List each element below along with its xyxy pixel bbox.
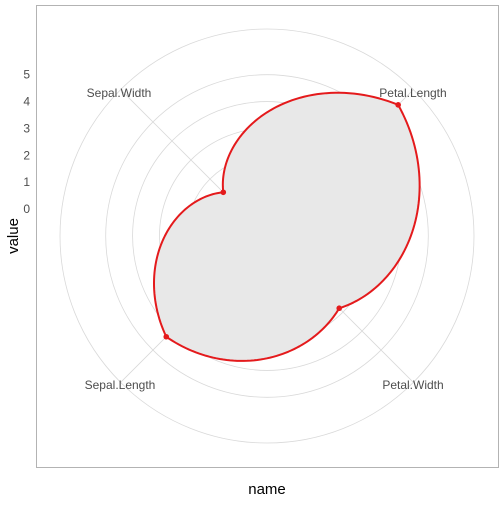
- y-axis-title: value: [5, 218, 22, 254]
- x-axis-title: name: [248, 481, 286, 498]
- data-point-sepal-width: [336, 305, 343, 312]
- grid-circle: [105, 74, 429, 398]
- y-tick-label: 2: [23, 148, 30, 162]
- y-tick-label: 0: [23, 202, 30, 216]
- axis-label-petal-width: Petal.Width: [382, 378, 443, 392]
- grid-circle: [59, 28, 475, 444]
- axis-label-sepal-length: Sepal.Length: [85, 378, 156, 392]
- data-point-petal-length: [163, 333, 170, 340]
- panel-border: [36, 5, 499, 468]
- y-tick-label: 5: [23, 68, 30, 82]
- data-layer: [152, 91, 421, 362]
- y-tick-label: 4: [23, 95, 30, 109]
- data-point-sepal-length: [395, 102, 401, 108]
- y-tick-label: 1: [23, 175, 30, 189]
- axis-label-sepal-width: Sepal.Width: [87, 86, 152, 100]
- label-layer: Sepal.Length Sepal.Width Petal.Length Petal…: [5, 68, 447, 498]
- data-point-petal-width: [220, 189, 227, 196]
- y-tick-label: 3: [23, 121, 30, 135]
- axis-label-petal-length: Petal.Length: [379, 86, 446, 100]
- series-area: [153, 92, 420, 361]
